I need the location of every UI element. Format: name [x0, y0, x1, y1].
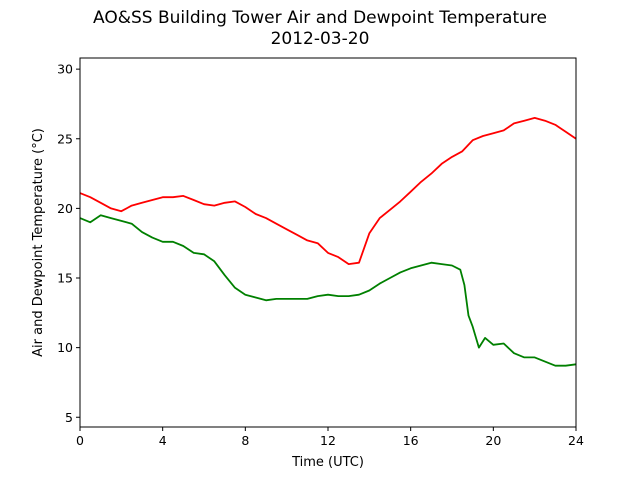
chart-title: AO&SS Building Tower Air and Dewpoint Te…: [92, 8, 547, 28]
plot-frame: [79, 57, 577, 428]
y-tick-label: 20: [57, 201, 73, 216]
y-axis-label: Air and Dewpoint Temperature (°C): [31, 128, 46, 357]
x-axis-label: Time (UTC): [291, 455, 364, 470]
x-tick-label: 20: [485, 433, 501, 448]
y-tick-label: 15: [57, 271, 73, 286]
x-tick-label: 12: [320, 433, 336, 448]
chart-subtitle: 2012-03-20: [270, 29, 370, 49]
x-tick-label: 0: [76, 433, 84, 448]
y-tick-label: 25: [57, 131, 73, 146]
y-tick-label: 10: [57, 340, 73, 355]
x-tick-label: 16: [403, 433, 419, 448]
y-axis: 5 10 15 20 25 30: [57, 62, 80, 425]
series-layer: [79, 117, 577, 367]
y-tick-label: 5: [65, 410, 73, 425]
y-tick-label: 30: [57, 62, 73, 77]
x-tick-label: 8: [241, 433, 249, 448]
series-line-2: [79, 214, 577, 367]
series-line-1: [79, 117, 577, 265]
x-tick-label: 4: [159, 433, 167, 448]
x-tick-label: 24: [568, 433, 584, 448]
x-axis: 0 4 8 12 16 20 24: [76, 427, 584, 448]
